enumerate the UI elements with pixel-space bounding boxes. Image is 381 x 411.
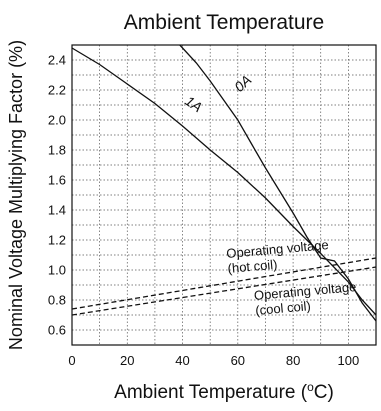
y-tick-label: 1.8 [48,143,66,158]
x-tick-label: 100 [338,353,360,368]
annotation-line: (cool coil) [255,298,312,318]
x-axis-label: Ambient Temperature (oC) [114,380,334,403]
y-axis-label: Nominal Voltage Multiplying Factor (%) [6,40,26,350]
chart-title: Ambient Temperature [124,11,324,34]
x-axis-label-main: Ambient Temperature ( [114,382,308,403]
grid [72,45,376,345]
y-tick-labels: 0.6 0.8 1.0 1.2 1.4 1.6 1.8 2.0 2.2 2.4 [48,53,66,338]
y-tick-label: 1.4 [48,203,66,218]
y-tick-label: 2.2 [48,83,66,98]
x-axis-label-superscript: o [307,380,314,394]
x-axis-label-tail: C) [314,382,334,403]
x-tick-label: 60 [231,353,245,368]
y-tick-label: 0.6 [48,323,66,338]
x-tick-label: 20 [120,353,134,368]
y-tick-label: 1.2 [48,233,66,248]
series-line-0 [179,44,377,322]
annotation-line: (hot coil) [227,257,278,276]
y-tick-label: 1.6 [48,173,66,188]
series-line-1 [71,47,377,316]
y-tick-label: 2.4 [48,53,66,68]
series-line-3 [71,266,377,316]
x-tick-labels: 0 20 40 60 80 100 [68,353,359,368]
series-line-2 [71,257,377,310]
plot-frame [71,44,377,346]
y-tick-label: 1.0 [48,263,66,278]
y-tick-label: 0.8 [48,293,66,308]
x-tick-label: 80 [286,353,300,368]
x-tick-label: 0 [68,353,75,368]
y-tick-label: 2.0 [48,113,66,128]
x-tick-label: 40 [175,353,189,368]
